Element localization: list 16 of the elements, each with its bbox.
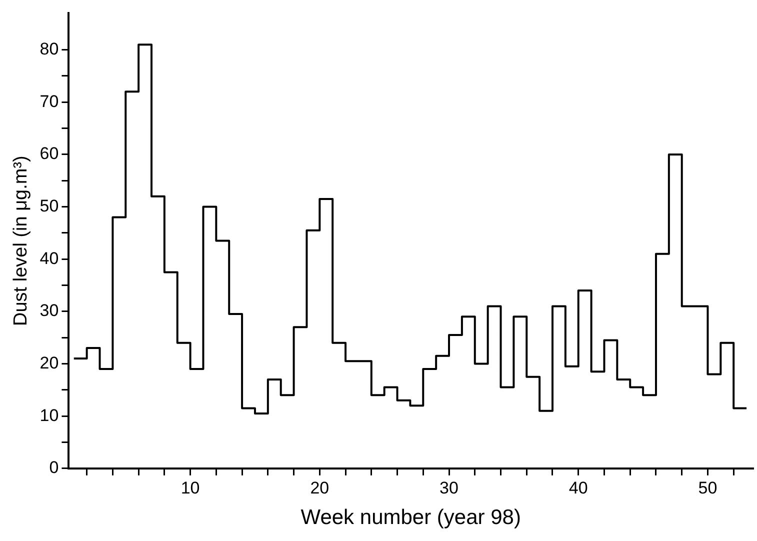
y-tick-label: 30 — [40, 301, 59, 320]
x-axis-title: Week number (year 98) — [300, 506, 521, 530]
x-tick-label: 30 — [440, 478, 458, 498]
x-tick-label: 20 — [310, 478, 330, 498]
y-tick-label: 10 — [40, 406, 59, 425]
y-tick-label: 0 — [49, 458, 59, 478]
y-tick-label: 70 — [40, 92, 59, 111]
y-tick-label: 20 — [40, 353, 59, 372]
x-tick-label: 40 — [568, 478, 588, 498]
y-axis-title: Dust level (in μg.m³) — [10, 156, 32, 326]
x-tick-label: 10 — [180, 478, 200, 498]
y-tick-label: 50 — [40, 196, 59, 216]
y-tick-label: 40 — [40, 248, 59, 268]
y-tick-label: 80 — [40, 40, 59, 59]
x-tick-label: 50 — [698, 478, 718, 498]
y-tick-label: 60 — [40, 144, 59, 164]
